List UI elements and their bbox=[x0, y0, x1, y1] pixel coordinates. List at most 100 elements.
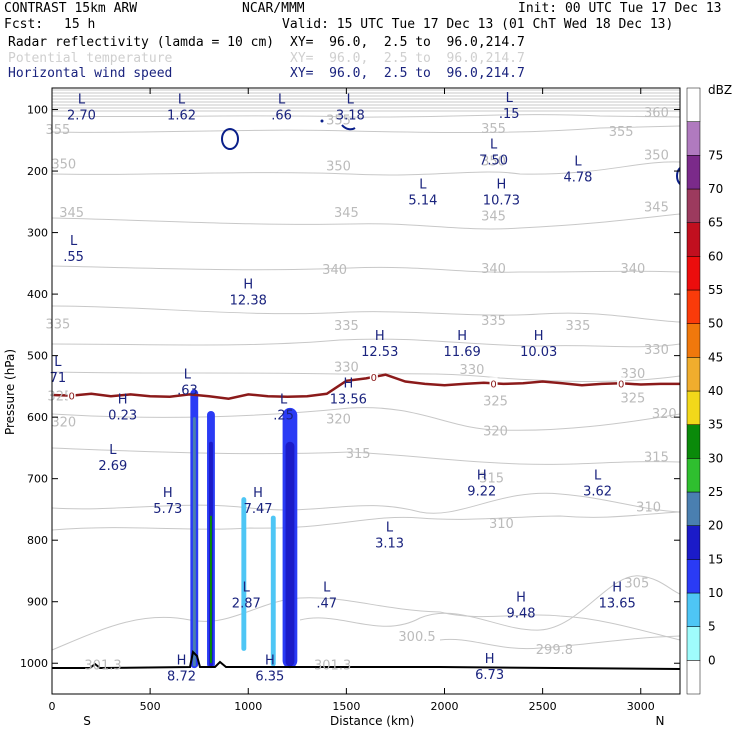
field-name-reflectivity: Radar reflectivity (lamda = 10 cm) bbox=[8, 35, 275, 50]
wind-extremum-value: 3.62 bbox=[583, 484, 612, 499]
header-init: Init: 00 UTC Tue 17 Dec 13 bbox=[518, 1, 722, 16]
wind-extremum-type: L bbox=[243, 580, 251, 595]
colorbar-level: 65 bbox=[708, 216, 723, 230]
colorbar-swatch bbox=[686, 559, 701, 594]
theta-label: 320 bbox=[483, 425, 508, 440]
wind-extremum-value: 2.70 bbox=[67, 108, 96, 123]
field-name-theta: Potential temperature bbox=[8, 51, 173, 66]
wind-extremum-type: H bbox=[118, 393, 128, 408]
theta-label: 330 bbox=[644, 343, 669, 358]
theta-label: 300.5 bbox=[398, 630, 435, 645]
reflectivity-core bbox=[209, 515, 212, 664]
wind-extremum-value: .15 bbox=[499, 107, 520, 122]
theta-label: 320 bbox=[652, 407, 677, 422]
theta-label: 315 bbox=[479, 471, 504, 486]
wind-extremum-value: 5.14 bbox=[408, 193, 437, 208]
wind-extremum-value: 12.38 bbox=[230, 294, 267, 309]
y-tick-label: 500 bbox=[27, 350, 48, 363]
field-name-wind: Horizontal wind speed bbox=[8, 66, 173, 81]
x-tick-label: 3000 bbox=[627, 700, 655, 713]
colorbar-swatch bbox=[686, 357, 701, 392]
wind-extremum-type: H bbox=[534, 329, 544, 344]
reflectivity-shading bbox=[190, 389, 298, 669]
wind-extremum-type: L bbox=[323, 580, 331, 595]
theta-label: 301.3 bbox=[84, 658, 121, 673]
colorbar-level: 75 bbox=[708, 148, 723, 162]
reflectivity-core bbox=[241, 497, 247, 651]
wind-extremum-value: .66 bbox=[271, 108, 292, 123]
theta-label: 350 bbox=[326, 159, 351, 174]
x-tick-label: 0 bbox=[49, 700, 56, 713]
zero-marker-label: 0 bbox=[371, 373, 377, 384]
colorbar-swatch bbox=[686, 626, 701, 661]
wind-extremum-type: H bbox=[265, 653, 275, 668]
zero-marker-label: 0 bbox=[618, 379, 624, 390]
potential-temperature-contours bbox=[52, 89, 680, 651]
wind-extremum-value: 4.78 bbox=[563, 171, 592, 186]
theta-label: 340 bbox=[620, 262, 645, 277]
theta-label: 355 bbox=[326, 113, 351, 128]
wind-extremum-value: 6.35 bbox=[255, 669, 284, 684]
y-tick-label: 400 bbox=[27, 288, 48, 301]
theta-label: 335 bbox=[481, 314, 506, 329]
south-label: S bbox=[83, 714, 91, 728]
wind-extremum-type: L bbox=[278, 92, 286, 107]
field-xy-wind: XY= 96.0, 2.5 to 96.0,214.7 bbox=[290, 66, 525, 81]
wind-extremum-value: 10.73 bbox=[483, 193, 520, 208]
wind-extremum-type: H bbox=[177, 653, 187, 668]
colorbar-level: 10 bbox=[708, 586, 723, 600]
reflectivity-core bbox=[270, 515, 276, 667]
wind-extremum-value: 13.56 bbox=[330, 393, 367, 408]
reflectivity-core bbox=[285, 441, 295, 667]
theta-label: 335 bbox=[334, 319, 359, 334]
wind-extremum-type: H bbox=[485, 652, 495, 667]
y-tick-label: 700 bbox=[27, 473, 48, 486]
wind-extremum-type: L bbox=[347, 92, 355, 107]
wind-extremum-type: H bbox=[343, 377, 353, 392]
wind-extremum-value: 3.13 bbox=[375, 537, 404, 552]
y-tick-label: 300 bbox=[27, 227, 48, 240]
theta-label: 340 bbox=[481, 262, 506, 277]
colorbar-swatch bbox=[686, 323, 701, 358]
theta-label: 325 bbox=[47, 390, 72, 405]
colorbar-swatch bbox=[686, 289, 701, 324]
zero-marker-label: 0 bbox=[490, 379, 496, 390]
header-org: NCAR/MMM bbox=[242, 1, 305, 16]
zero-markers: 0 0 0 0 bbox=[67, 370, 626, 403]
wind-extremum-value: 9.22 bbox=[467, 484, 496, 499]
theta-label: 345 bbox=[481, 209, 506, 224]
wind-extremum-value: 13.65 bbox=[599, 596, 636, 611]
wind-extremum-type: H bbox=[243, 278, 253, 293]
colorbar: 0 5 10 15 20 25 30 35 40 45 50 55 60 65 70 75 dBZ bbox=[686, 83, 732, 695]
colorbar-swatch bbox=[686, 525, 701, 560]
north-label: N bbox=[656, 714, 665, 728]
theta-label: 335 bbox=[566, 319, 591, 334]
wind-extremum-type: L bbox=[574, 155, 582, 170]
theta-label: 315 bbox=[644, 450, 669, 465]
theta-label: 345 bbox=[644, 201, 669, 216]
zero-marker-bg bbox=[617, 377, 626, 389]
colorbar-swatch bbox=[686, 390, 701, 425]
theta-label: 305 bbox=[624, 577, 649, 592]
zero-marker-bg bbox=[67, 389, 76, 401]
wind-extremum-value: 12.53 bbox=[361, 345, 398, 360]
theta-label: 360 bbox=[644, 106, 669, 121]
wind-extremum-type: H bbox=[516, 591, 526, 606]
wind-extremum-type: L bbox=[54, 355, 62, 370]
colorbar-level: 70 bbox=[708, 182, 723, 196]
wind-extremum-type: L bbox=[70, 234, 78, 249]
theta-label: 325 bbox=[620, 391, 645, 406]
colorbar-swatch bbox=[686, 256, 701, 291]
theta-label: 330 bbox=[620, 367, 645, 382]
colorbar-level: 30 bbox=[708, 451, 723, 465]
wind-extremum-value: 2.87 bbox=[232, 596, 261, 611]
colorbar-swatch bbox=[686, 87, 701, 122]
wind-extremum-type: H bbox=[612, 580, 622, 595]
wind-extremum-value: .47 bbox=[316, 596, 337, 611]
theta-label: 355 bbox=[481, 122, 506, 137]
colorbar-swatch bbox=[686, 592, 701, 627]
x-tick-label: 2500 bbox=[529, 700, 557, 713]
header-fcst-value: 15 h bbox=[64, 17, 96, 32]
colorbar-level: 25 bbox=[708, 485, 723, 499]
wind-extremum-value: 2.69 bbox=[98, 459, 127, 474]
